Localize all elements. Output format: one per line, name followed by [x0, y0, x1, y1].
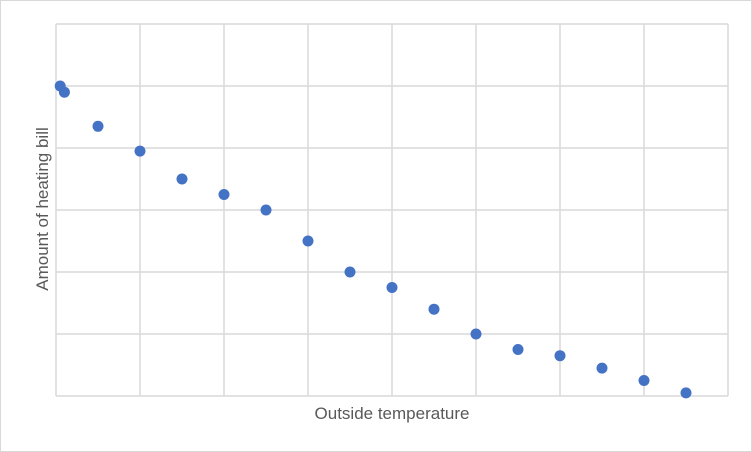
- data-point: [596, 362, 608, 374]
- data-point: [302, 235, 314, 247]
- x-axis-title: Outside temperature: [315, 404, 470, 423]
- data-point: [512, 344, 524, 355]
- data-point: [680, 387, 692, 399]
- data-points: [54, 80, 692, 399]
- data-point: [260, 204, 272, 216]
- data-point: [386, 282, 398, 293]
- data-point: [344, 266, 356, 278]
- data-point: [58, 86, 70, 98]
- data-point: [470, 328, 482, 340]
- data-point: [638, 375, 650, 386]
- data-point: [92, 120, 104, 132]
- data-point: [134, 145, 146, 157]
- data-point: [176, 173, 188, 185]
- y-axis-title: Amount of heating bill: [33, 127, 52, 291]
- data-point: [218, 189, 230, 200]
- gridlines: [55, 23, 729, 397]
- data-point: [428, 303, 440, 315]
- data-point: [554, 350, 566, 362]
